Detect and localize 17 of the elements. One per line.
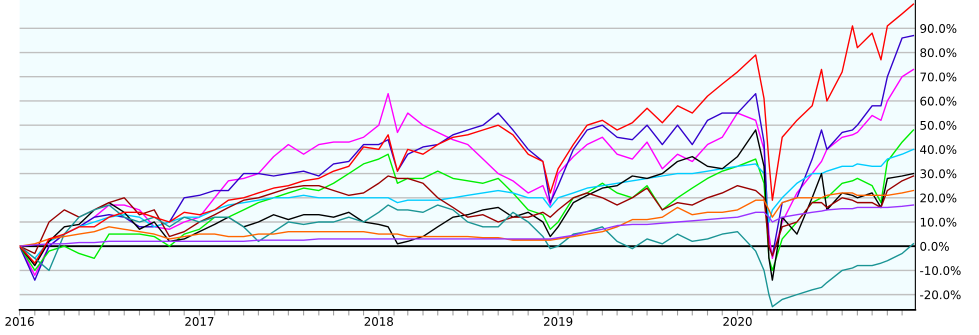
x-tick-label: 2019 — [544, 317, 572, 326]
y-tick-label: 0.0% — [920, 242, 949, 251]
x-tick-label: 2017 — [185, 317, 214, 326]
y-tick-label: 90.0% — [920, 24, 956, 33]
y-tick-label: -10.0% — [920, 266, 961, 276]
y-tick-label: 10.0% — [920, 218, 956, 227]
y-tick-label: 30.0% — [920, 169, 956, 178]
y-tick-label: -20.0% — [920, 290, 961, 300]
y-tick-label: 20.0% — [920, 194, 956, 202]
y-tick-label: 40.0% — [920, 145, 956, 154]
x-tick-label: 2018 — [364, 317, 393, 326]
y-tick-label: 80.0% — [920, 48, 956, 58]
y-tick-label: 50.0% — [920, 120, 956, 130]
x-tick-label: 2016 — [5, 317, 34, 326]
y-tick-label: 60.0% — [920, 96, 956, 106]
y-tick-label: 70.0% — [920, 72, 956, 82]
x-tick-label: 2020 — [723, 317, 752, 326]
